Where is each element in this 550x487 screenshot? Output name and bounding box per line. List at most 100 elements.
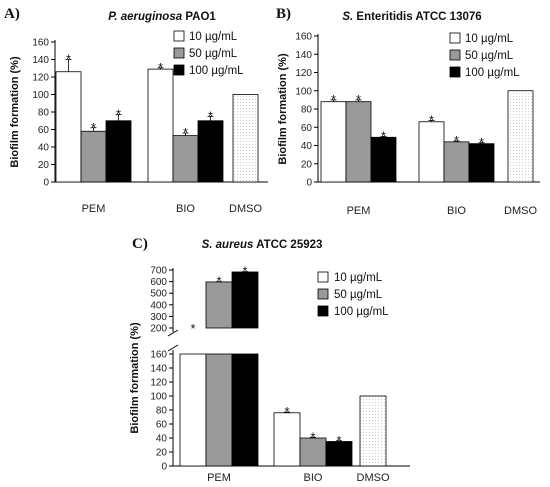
y-tick-label: 500	[150, 289, 167, 300]
y-tick-label: 100	[295, 86, 312, 97]
y-tick-label: 120	[32, 73, 49, 84]
significance-star: *	[310, 429, 315, 444]
axis-break-mark	[167, 344, 179, 352]
significance-star: *	[66, 52, 71, 67]
panel-a-chart: A) P. aeruginosa PAO1 Biofilm formation (%…	[4, 6, 268, 215]
legend-swatch	[173, 30, 185, 42]
axis-break-mark	[167, 329, 179, 337]
legend-label: 100 µg/mL	[465, 67, 520, 79]
category-label: DMSO	[504, 205, 537, 217]
panel-label: C)	[132, 236, 148, 252]
y-tick-label: 600	[150, 277, 167, 288]
y-axis-label: Biofilm formation (%)	[129, 322, 141, 434]
significance-star: *	[381, 128, 386, 143]
legend-swatch	[449, 32, 461, 44]
legend-swatch	[449, 49, 461, 61]
chart-title: S. Enteritidis ATCC 13076	[342, 11, 481, 23]
panel-label: A)	[4, 6, 20, 22]
significance-star: *	[208, 108, 213, 123]
significance-star: *	[336, 433, 341, 448]
y-tick-label: 80	[38, 108, 50, 119]
panel-c-chart: C) S. aureus ATCC 25923 Biofilm formation …	[129, 236, 410, 484]
bar	[418, 121, 445, 183]
legend-label: 50 µg/mL	[465, 50, 514, 62]
bar	[299, 437, 327, 467]
y-tick-label: 100	[150, 392, 167, 403]
bar	[55, 71, 82, 183]
y-axis-label: Biofilm formation (%)	[277, 53, 289, 165]
legend-swatch	[173, 64, 185, 76]
chart-title-rest: Enteritidis ATCC 13076	[353, 11, 481, 23]
legend-label: 10 µg/mL	[334, 272, 383, 284]
bar	[80, 130, 107, 183]
legend-swatch	[449, 66, 461, 78]
bar-lower-segment	[231, 353, 259, 467]
chart-title-rest: PAO1	[182, 11, 216, 23]
significance-star: *	[158, 60, 163, 75]
bar	[325, 441, 353, 467]
bar-upper-segment	[231, 271, 259, 329]
y-tick-label: 80	[156, 406, 168, 417]
y-tick-label: 120	[150, 378, 167, 389]
y-tick-label: 200	[150, 324, 167, 335]
legend-swatch	[317, 305, 329, 317]
bar-lower-segment	[179, 353, 207, 467]
y-tick-label: 140	[150, 364, 167, 375]
bar	[345, 101, 372, 183]
category-label: BIO	[304, 472, 323, 484]
bar	[507, 90, 534, 183]
chart-title-italic: P. aeruginosa	[108, 11, 183, 23]
legend-label: 100 µg/mL	[189, 65, 244, 77]
significance-star: *	[454, 133, 459, 148]
bar	[147, 68, 174, 183]
significance-star: *	[331, 92, 336, 107]
category-label: PEM	[207, 472, 231, 484]
y-tick-label: 20	[38, 160, 50, 171]
y-tick-label: 0	[306, 178, 312, 189]
bar-lower-segment	[205, 353, 233, 467]
category-label: BIO	[176, 203, 195, 215]
y-tick-label: 40	[301, 141, 313, 152]
bar	[359, 395, 387, 467]
y-tick-label: 60	[38, 125, 50, 136]
legend-label: 50 µg/mL	[189, 48, 238, 60]
chart-title-italic: S. aureus	[202, 239, 254, 251]
y-tick-label: 20	[156, 448, 168, 459]
category-label: PEM	[347, 205, 371, 217]
significance-star: *	[116, 107, 121, 122]
legend-swatch	[173, 47, 185, 59]
y-tick-label: 160	[150, 350, 167, 361]
bar	[320, 101, 347, 183]
significance-star: *	[216, 274, 221, 289]
legend-label: 100 µg/mL	[334, 306, 389, 318]
significance-star: *	[190, 321, 195, 336]
bar	[370, 136, 397, 183]
bar	[273, 412, 301, 467]
y-tick-label: 400	[150, 300, 167, 311]
significance-star: *	[183, 125, 188, 140]
significance-star: *	[479, 135, 484, 150]
category-label: DMSO	[229, 203, 262, 215]
y-axis-label: Biofilm formation (%)	[9, 56, 21, 168]
chart-title: P. aeruginosa PAO1	[108, 11, 216, 23]
y-tick-label: 60	[156, 420, 168, 431]
significance-star: *	[242, 264, 247, 279]
y-tick-label: 100	[32, 90, 49, 101]
bar	[105, 120, 132, 183]
y-tick-label: 120	[295, 68, 312, 79]
y-tick-label: 0	[161, 462, 167, 473]
bar-upper-segment	[205, 281, 233, 329]
bar	[172, 135, 199, 183]
y-tick-label: 140	[295, 50, 312, 61]
bar	[232, 94, 259, 183]
significance-star: *	[356, 92, 361, 107]
legend-label: 50 µg/mL	[334, 289, 383, 301]
legend-swatch	[317, 271, 329, 283]
y-tick-label: 140	[32, 55, 49, 66]
legend-label: 10 µg/mL	[465, 33, 514, 45]
y-tick-label: 0	[43, 178, 49, 189]
category-label: DMSO	[357, 472, 390, 484]
y-tick-label: 160	[295, 32, 312, 43]
y-tick-label: 40	[38, 143, 50, 154]
